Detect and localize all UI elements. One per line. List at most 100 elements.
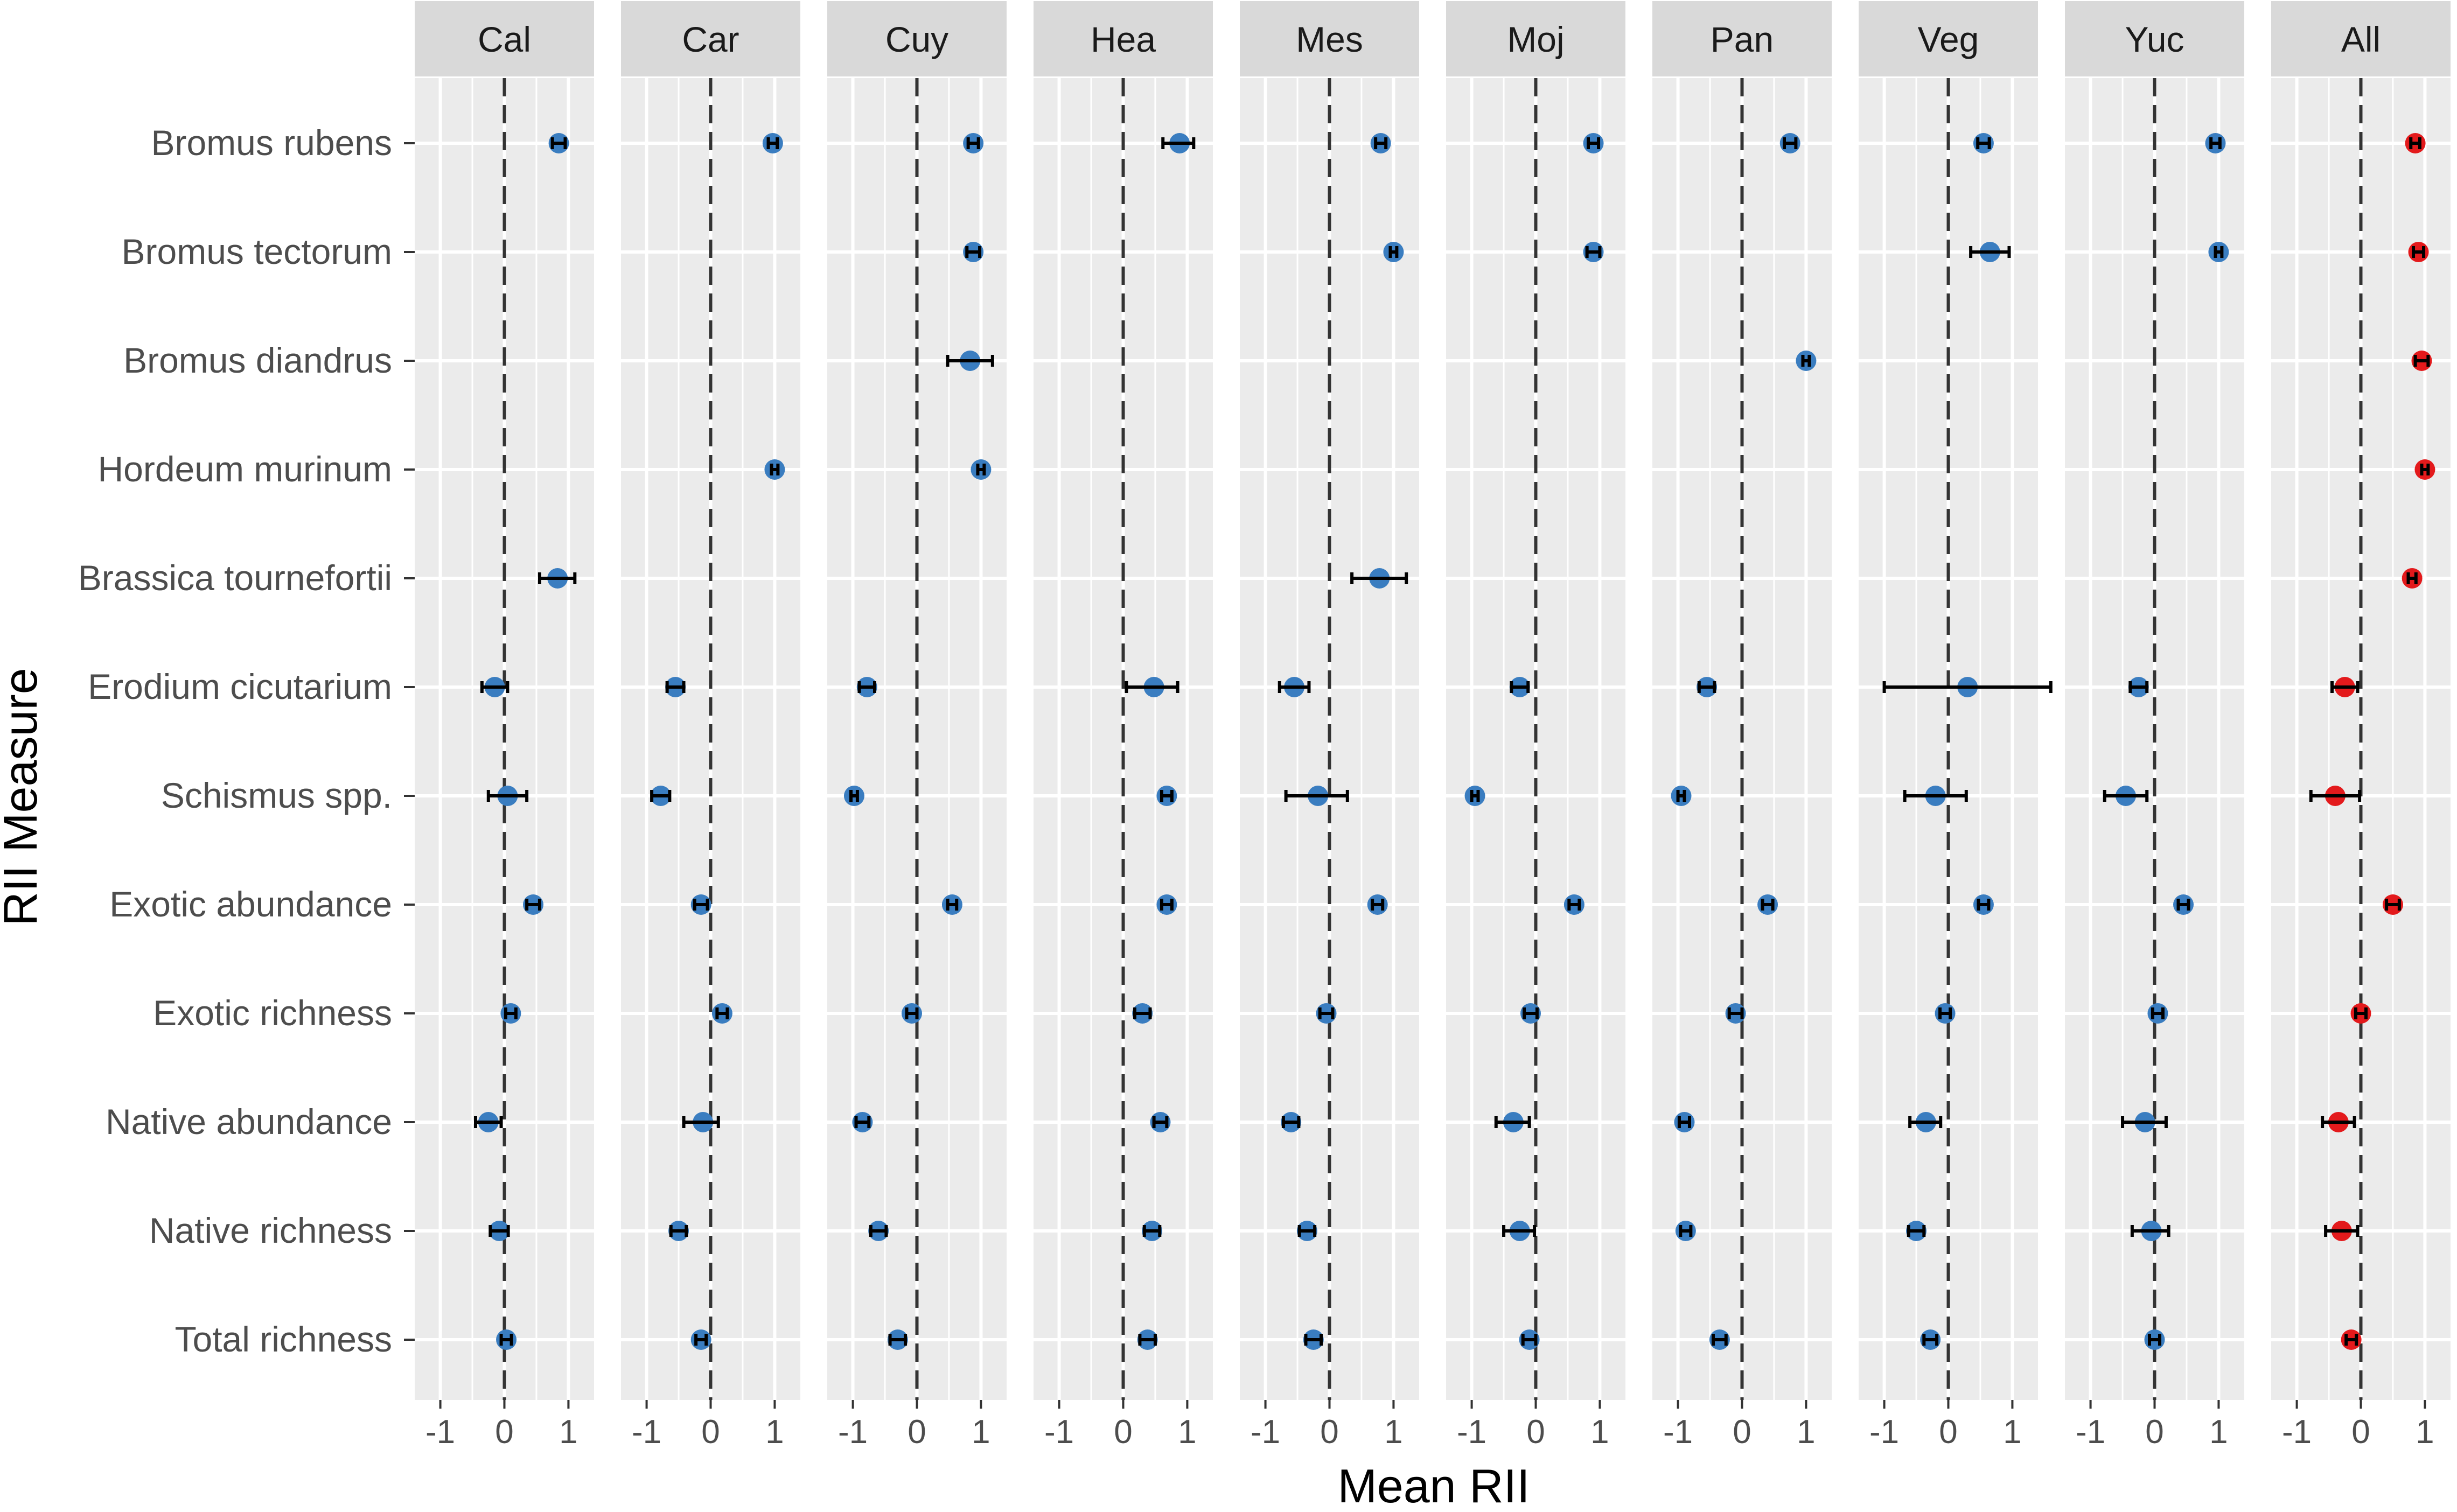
data-point-mes	[1367, 894, 1388, 915]
data-point-veg	[1882, 677, 2053, 697]
strip-car	[621, 1, 800, 76]
data-point-all	[2309, 786, 2362, 806]
data-point-yuc	[2147, 1003, 2168, 1024]
data-point-veg	[1973, 133, 1994, 153]
data-point-pan	[1709, 1329, 1730, 1350]
row-label: Exotic abundance	[109, 884, 392, 924]
data-point-cal	[488, 1221, 510, 1241]
panel-moj: Moj -1 0 1	[1446, 1, 1625, 1451]
x-tick-label: 1	[972, 1413, 990, 1451]
data-point-cal	[500, 1003, 521, 1024]
strip-label-car: Car	[682, 19, 739, 59]
panel-yuc: Yuc -1 0 1	[2065, 1, 2244, 1451]
data-point-yuc	[2173, 894, 2194, 915]
data-point-moj	[1502, 1221, 1537, 1241]
row-label-layer: Bromus rubens Bromus tectorum Bromus diand…	[78, 123, 415, 1359]
x-axis-title: Mean RII	[1337, 1459, 1530, 1512]
x-tick-label: 0	[1733, 1413, 1751, 1451]
x-tick-label: 0	[701, 1413, 720, 1451]
strip-label-all: All	[2341, 19, 2381, 59]
data-point-pan	[1671, 786, 1692, 806]
data-point-hea	[1137, 1329, 1158, 1350]
data-point-car	[665, 677, 686, 697]
data-point-moj	[1519, 1329, 1540, 1350]
data-point-mes	[1383, 242, 1404, 262]
data-point-cuy	[856, 677, 877, 697]
panel-mes: Mes -1 0 1	[1240, 1, 1419, 1451]
data-point-all	[2324, 1221, 2360, 1241]
data-point-cuy	[963, 133, 984, 153]
data-point-mes	[1350, 568, 1408, 589]
strip-mes	[1240, 1, 1419, 76]
row-label: Exotic richness	[153, 993, 392, 1033]
strip-label-cal: Cal	[478, 19, 531, 59]
data-point-veg	[1973, 894, 1994, 915]
data-point-hea	[1132, 1003, 1153, 1024]
row-label: Bromus rubens	[151, 123, 392, 163]
data-point-car	[764, 459, 785, 480]
x-tick-label: 0	[908, 1413, 926, 1451]
data-point-mes	[1281, 1112, 1302, 1132]
data-point-cuy	[901, 1003, 922, 1024]
data-point-all	[2411, 351, 2432, 371]
x-tick-label: -1	[2076, 1413, 2105, 1451]
data-point-moj	[1583, 242, 1604, 262]
data-point-all	[2408, 242, 2429, 262]
data-point-car	[711, 1003, 732, 1024]
row-label: Hordeum murinum	[98, 449, 393, 489]
strip-yuc	[2065, 1, 2244, 76]
data-point-cuy	[946, 351, 994, 371]
panel-car: Car -1 0 1	[621, 1, 800, 1451]
data-point-moj	[1563, 894, 1585, 915]
data-point-cal	[480, 677, 509, 697]
row-label: Schismus spp.	[161, 775, 392, 815]
data-point-car	[650, 786, 672, 806]
panel-cal: Cal -1 0 1	[415, 1, 594, 1451]
data-point-all	[2341, 1329, 2362, 1350]
data-point-mes	[1370, 133, 1391, 153]
data-point-veg	[1969, 242, 2011, 262]
row-label: Native richness	[149, 1210, 392, 1250]
data-point-car	[668, 1221, 689, 1241]
row-label: Erodium cicutarium	[88, 667, 392, 706]
data-point-car	[690, 1329, 711, 1350]
strip-pan	[1652, 1, 1832, 76]
x-tick-label: -1	[2282, 1413, 2312, 1451]
data-point-all	[2382, 894, 2403, 915]
strip-label-pan: Pan	[1711, 19, 1774, 59]
data-point-moj	[1509, 677, 1530, 697]
data-point-mes	[1284, 786, 1349, 806]
data-point-yuc	[2205, 133, 2226, 153]
data-point-cuy	[843, 786, 864, 806]
data-point-hea	[1150, 1112, 1171, 1132]
data-point-veg	[1935, 1003, 1956, 1024]
x-tick-label: -1	[1251, 1413, 1280, 1451]
x-tick-label: -1	[1869, 1413, 1899, 1451]
data-point-veg	[1906, 1221, 1927, 1241]
x-tick-label: 0	[495, 1413, 513, 1451]
data-point-mes	[1278, 677, 1311, 697]
x-tick-label: -1	[1663, 1413, 1693, 1451]
data-point-car	[682, 1112, 720, 1132]
data-point-veg	[1908, 1112, 1943, 1132]
strip-cuy	[827, 1, 1007, 76]
strip-veg	[1859, 1, 2038, 76]
data-point-moj	[1494, 1112, 1531, 1132]
data-point-mes	[1296, 1221, 1317, 1241]
data-point-cal	[538, 568, 577, 589]
data-point-cuy	[971, 459, 992, 480]
data-point-cuy	[852, 1112, 873, 1132]
data-point-moj	[1464, 786, 1485, 806]
strip-label-mes: Mes	[1296, 19, 1363, 59]
strip-moj	[1446, 1, 1625, 76]
row-label: Brassica tournefortii	[78, 558, 392, 598]
row-label: Bromus diandrus	[123, 340, 392, 380]
panel-all: All -1 0 1	[2271, 1, 2451, 1451]
data-point-cuy	[941, 894, 962, 915]
x-tick-label: 0	[1114, 1413, 1132, 1451]
x-tick-label: 1	[1590, 1413, 1609, 1451]
data-point-yuc	[2128, 677, 2149, 697]
x-tick-label: -1	[425, 1413, 455, 1451]
data-point-hea	[1125, 677, 1179, 697]
data-point-pan	[1779, 133, 1800, 153]
